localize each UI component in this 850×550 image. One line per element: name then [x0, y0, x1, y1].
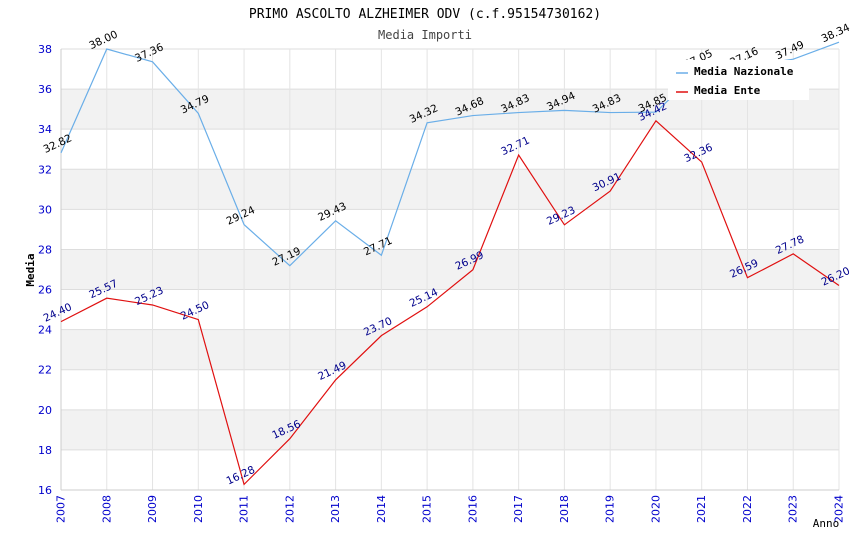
x-tick-label: 2015: [421, 495, 434, 523]
x-tick-label: 2018: [558, 495, 571, 523]
legend: Media Nazionale Media Ente: [668, 60, 809, 100]
y-tick-label: 20: [38, 404, 52, 417]
data-label: 37.49: [774, 39, 806, 63]
y-tick-label: 24: [38, 324, 52, 337]
x-tick-label: 2010: [192, 495, 205, 523]
grid-band: [61, 249, 839, 290]
x-tick-label: 2008: [100, 495, 113, 523]
y-tick-label: 30: [38, 203, 52, 216]
x-tick-label: 2012: [283, 495, 296, 523]
y-tick-label: 26: [38, 284, 52, 297]
x-tick-label: 2011: [238, 495, 251, 523]
x-tick-label: 2017: [512, 495, 525, 523]
chart-subtitle: Media Importi: [378, 28, 472, 42]
y-tick-label: 32: [38, 163, 52, 176]
y-tick-label: 16: [38, 484, 52, 497]
legend-box: [668, 60, 809, 100]
x-tick-label: 2007: [55, 495, 68, 523]
x-tick-label: 2024: [833, 495, 846, 523]
x-tick-label: 2013: [329, 495, 342, 523]
data-label: 32.36: [682, 141, 715, 165]
x-tick-label: 2009: [146, 495, 159, 523]
y-tick-label: 38: [38, 43, 52, 56]
data-label: 24.40: [42, 301, 74, 325]
axes: [60, 49, 839, 491]
chart-title: PRIMO ASCOLTO ALZHEIMER ODV (c.f.9515473…: [249, 7, 601, 22]
y-tick-label: 36: [38, 83, 52, 96]
x-tick-label: 2019: [604, 495, 617, 523]
x-axis-label: Anno: [813, 517, 840, 530]
y-tick-label: 34: [38, 123, 52, 136]
y-axis-label: Media: [24, 253, 37, 286]
data-label: 38.34: [820, 22, 850, 46]
x-tick-label: 2021: [695, 495, 708, 523]
x-tick-label: 2016: [466, 495, 479, 523]
y-tick-label: 28: [38, 243, 52, 256]
x-tick-label: 2023: [787, 495, 800, 523]
grid-band: [61, 169, 839, 210]
grid-bands: [61, 89, 839, 450]
grid-band: [61, 409, 839, 450]
x-tick-labels: 2007 2008 2009 2010 2011 2012 2013 2014 2015 2016…: [55, 495, 846, 523]
y-tick-label: 18: [38, 444, 52, 457]
x-tick-label: 2020: [649, 495, 662, 523]
data-label: 32.71: [499, 135, 531, 159]
grid-band: [61, 329, 839, 370]
series-line-media-ente: [60, 119, 840, 486]
x-tick-label: 2014: [375, 495, 388, 523]
legend-label-media-ente: Media Ente: [694, 84, 761, 97]
x-tick-label: 2022: [741, 495, 754, 523]
y-tick-labels: 16 18 20 22 24 26 28 30 32 34 36 38: [38, 43, 52, 497]
data-label: 16.28: [225, 464, 257, 488]
legend-label-media-nazionale: Media Nazionale: [694, 65, 794, 78]
y-tick-label: 22: [38, 364, 52, 377]
